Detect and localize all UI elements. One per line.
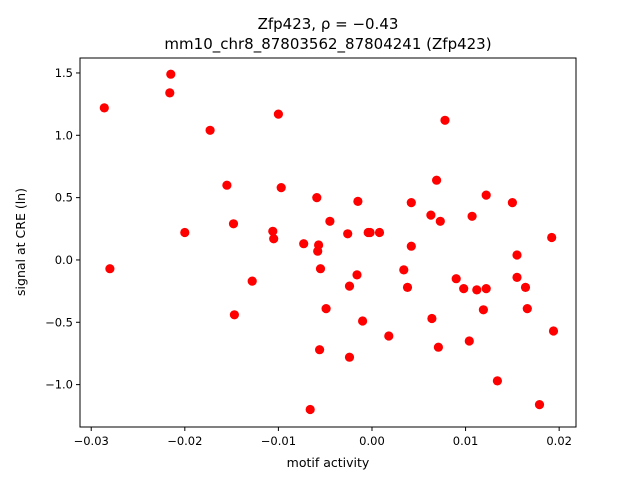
- data-point-6: [222, 180, 232, 190]
- x-axis-ticks: −0.03 −0.02 −0.01 0.00 0.01 0.02: [74, 427, 572, 448]
- y-tick-label: −0.5: [45, 315, 73, 329]
- data-point-30: [365, 227, 375, 238]
- data-point-15: [305, 404, 315, 415]
- x-axis-label: motif activity: [287, 455, 370, 470]
- data-point-14: [299, 239, 309, 249]
- x-tick-label: 0.00: [359, 434, 385, 448]
- data-point-13: [276, 183, 286, 193]
- data-point-44: [459, 284, 469, 294]
- data-point-55: [520, 282, 531, 292]
- data-point-54: [512, 272, 522, 282]
- data-point-58: [547, 232, 557, 243]
- data-point-37: [426, 210, 436, 220]
- data-point-27: [353, 196, 363, 206]
- x-tick-label: 0.02: [546, 434, 572, 448]
- data-point-48: [478, 305, 488, 315]
- y-tick-label: 1.0: [55, 128, 73, 142]
- data-point-32: [384, 331, 394, 341]
- x-tick-label: 0.01: [453, 434, 479, 448]
- data-point-26: [352, 270, 362, 280]
- data-point-0: [99, 103, 109, 113]
- y-axis-label: signal at CRE (ln): [13, 188, 28, 296]
- data-point-39: [432, 175, 442, 185]
- x-tick-label: −0.01: [261, 434, 296, 448]
- data-point-56: [522, 304, 532, 314]
- y-axis-ticks: −1.0 −0.5 0.0 0.5 1.0 1.5: [45, 66, 80, 392]
- data-point-3: [165, 88, 175, 98]
- x-tick-label: −0.03: [74, 434, 109, 448]
- data-point-18: [314, 240, 324, 250]
- data-point-53: [512, 250, 522, 260]
- data-point-28: [358, 316, 368, 326]
- data-point-10: [268, 226, 278, 236]
- data-point-9: [247, 276, 257, 286]
- chart-title-line-1: Zfp423, ρ = −0.43: [258, 15, 399, 33]
- data-point-12: [273, 109, 283, 119]
- data-point-42: [440, 115, 450, 125]
- data-point-4: [180, 227, 190, 238]
- data-point-57: [534, 400, 545, 410]
- data-point-50: [481, 190, 491, 200]
- data-point-35: [406, 198, 416, 208]
- data-point-20: [315, 264, 326, 274]
- data-point-45: [464, 336, 474, 346]
- data-point-59: [548, 326, 559, 336]
- data-point-49: [481, 284, 491, 294]
- data-point-38: [427, 313, 437, 324]
- data-point-1: [105, 264, 115, 274]
- data-point-16: [312, 193, 322, 203]
- data-point-46: [467, 211, 477, 221]
- data-points: [99, 69, 559, 415]
- data-point-23: [343, 229, 353, 239]
- data-point-31: [374, 227, 385, 238]
- data-point-22: [325, 216, 335, 226]
- data-point-25: [344, 352, 355, 362]
- data-point-52: [507, 198, 517, 208]
- y-tick-label: −1.0: [45, 378, 73, 392]
- data-point-5: [205, 125, 215, 135]
- data-point-43: [451, 274, 461, 284]
- data-point-2: [166, 69, 176, 79]
- y-tick-label: 1.5: [55, 66, 73, 80]
- data-point-11: [269, 234, 279, 244]
- data-point-41: [435, 216, 445, 226]
- data-point-24: [344, 281, 355, 291]
- y-tick-label: 0.0: [55, 253, 73, 267]
- plot-frame: [79, 57, 577, 428]
- data-point-36: [406, 241, 416, 251]
- x-tick-label: −0.02: [167, 434, 202, 448]
- chart-title-line-2: mm10_chr8_87803562_87804241 (Zfp423): [164, 35, 491, 54]
- y-tick-label: 0.5: [55, 191, 73, 205]
- data-point-7: [228, 219, 239, 229]
- data-point-33: [399, 265, 409, 275]
- data-point-21: [321, 304, 331, 314]
- data-point-34: [402, 282, 413, 292]
- data-point-47: [472, 285, 482, 295]
- data-point-40: [433, 342, 443, 352]
- data-point-19: [315, 345, 325, 355]
- data-point-8: [229, 310, 239, 320]
- data-point-51: [492, 376, 502, 386]
